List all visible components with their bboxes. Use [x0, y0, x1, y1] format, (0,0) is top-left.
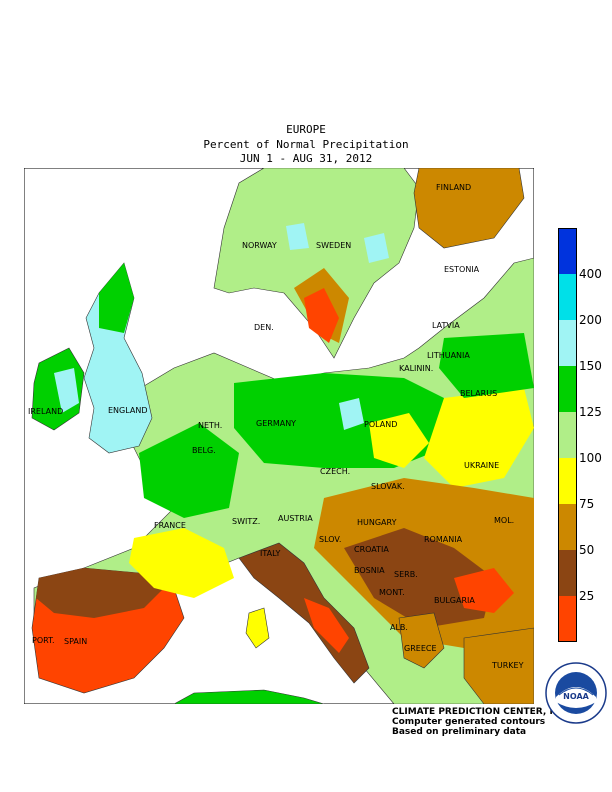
- label-sweden: SWEDEN: [316, 241, 351, 250]
- label-montenegro: MONT.: [379, 588, 405, 597]
- ireland-wet: [54, 368, 79, 413]
- label-kaliningrad: KALININ.: [399, 364, 433, 373]
- label-italy: ITALY: [260, 549, 280, 558]
- scale-tick-75: 75: [579, 497, 595, 511]
- scale-tick-150: 150: [579, 359, 602, 373]
- label-belarus: BELARUS: [460, 389, 497, 398]
- italy-south: [304, 598, 349, 653]
- ukraine-yellow: [424, 388, 534, 488]
- france-yellow: [129, 528, 234, 598]
- logo-text: NOAA: [563, 692, 589, 701]
- label-portugal: PORT.: [32, 636, 55, 645]
- map-canvas: FINLAND NORWAY SWEDEN ESTONIA LATVIA LIT…: [24, 168, 534, 704]
- south-norway-driest: [304, 288, 339, 343]
- belarus-green: [439, 333, 534, 398]
- norway-wet: [286, 223, 309, 250]
- scale-tick-200: 200: [579, 313, 602, 327]
- label-ireland: IRELAND: [28, 407, 63, 416]
- sweden-wet: [364, 233, 389, 263]
- scale-band-25-50: [559, 550, 576, 596]
- map-period: JUN 1 - AUG 31, 2012: [239, 152, 373, 165]
- scale-band-50-75: [559, 504, 576, 550]
- scale-tick-50: 50: [579, 543, 595, 557]
- label-denmark: DEN.: [254, 323, 274, 332]
- bulgaria-driest: [454, 568, 514, 613]
- label-austria: AUSTRIA: [278, 514, 313, 523]
- scale-band-75-100: [559, 458, 576, 504]
- label-spain: SPAIN: [64, 637, 87, 646]
- scale-band-200-400: [559, 274, 576, 320]
- label-bulgaria: BULGARIA: [434, 596, 475, 605]
- label-croatia: CROATIA: [354, 545, 389, 554]
- poland-wet: [339, 398, 364, 430]
- scale-band-125-150: [559, 366, 576, 412]
- label-czech: CZECH.: [320, 467, 350, 476]
- scotland: [99, 263, 134, 333]
- label-switzerland: SWITZ.: [232, 517, 260, 526]
- noaa-logo: NOAA: [545, 662, 607, 724]
- label-lithuania: LITHUANIA: [427, 351, 470, 360]
- label-finland: FINLAND: [436, 183, 471, 192]
- label-bosnia: BOSNIA: [354, 566, 385, 575]
- label-hungary: HUNGARY: [357, 518, 397, 527]
- scale-band-0-25: [559, 596, 576, 641]
- credit-block: CLIMATE PREDICTION CENTER, NOAA Computer…: [392, 707, 578, 737]
- label-serbia: SERB.: [394, 570, 418, 579]
- map-subtitle: Percent of Normal Precipitation: [203, 138, 409, 151]
- label-albania: ALB.: [390, 623, 408, 632]
- turkey: [463, 627, 534, 704]
- label-estonia: ESTONIA: [444, 265, 480, 274]
- credit-line-1: CLIMATE PREDICTION CENTER, NOAA: [392, 707, 579, 717]
- label-belgium: BELG.: [192, 446, 216, 455]
- precipitation-map: FINLAND NORWAY SWEDEN ESTONIA LATVIA LIT…: [24, 168, 534, 704]
- credit-line-3: Based on preliminary data: [392, 727, 527, 737]
- finland: [413, 168, 525, 249]
- balkans-very-dry: [344, 528, 494, 628]
- label-ukraine: UKRAINE: [464, 461, 499, 470]
- label-moldova: MOL.: [494, 516, 514, 525]
- credit-line-2: Computer generated contours: [392, 717, 546, 727]
- label-turkey: TURKEY: [491, 661, 524, 670]
- scale-band-100-125: [559, 412, 576, 458]
- label-norway: NORWAY: [242, 241, 277, 250]
- label-poland: POLAND: [364, 420, 397, 429]
- label-germany: GERMANY: [256, 419, 296, 428]
- scale-tick-125: 125: [579, 405, 602, 419]
- label-latvia: LATVIA: [432, 321, 460, 330]
- iberia-north: [36, 568, 164, 618]
- label-greece: GREECE: [404, 644, 437, 653]
- label-romania: ROMANIA: [424, 535, 463, 544]
- north-africa: [173, 689, 325, 704]
- scale-tick-400: 400: [579, 267, 602, 281]
- label-slovenia: SLOV.: [319, 535, 341, 544]
- sardinia: [245, 607, 270, 649]
- scandinavia: [213, 168, 420, 359]
- scale-band-400plus: [559, 229, 576, 274]
- scale-tick-100: 100: [579, 451, 602, 465]
- scale-tick-25: 25: [579, 589, 595, 603]
- greece: [398, 612, 445, 669]
- map-region-title: EUROPE: [286, 123, 326, 136]
- precip-color-scale: [558, 228, 577, 642]
- label-france: FRANCE: [154, 521, 186, 530]
- label-slovakia: SLOVAK.: [371, 482, 405, 491]
- scale-band-150-200: [559, 320, 576, 366]
- label-england: ENGLAND: [108, 406, 148, 415]
- poland-dry: [369, 413, 429, 468]
- label-netherlands: NETH.: [198, 421, 222, 430]
- france-green: [139, 423, 239, 518]
